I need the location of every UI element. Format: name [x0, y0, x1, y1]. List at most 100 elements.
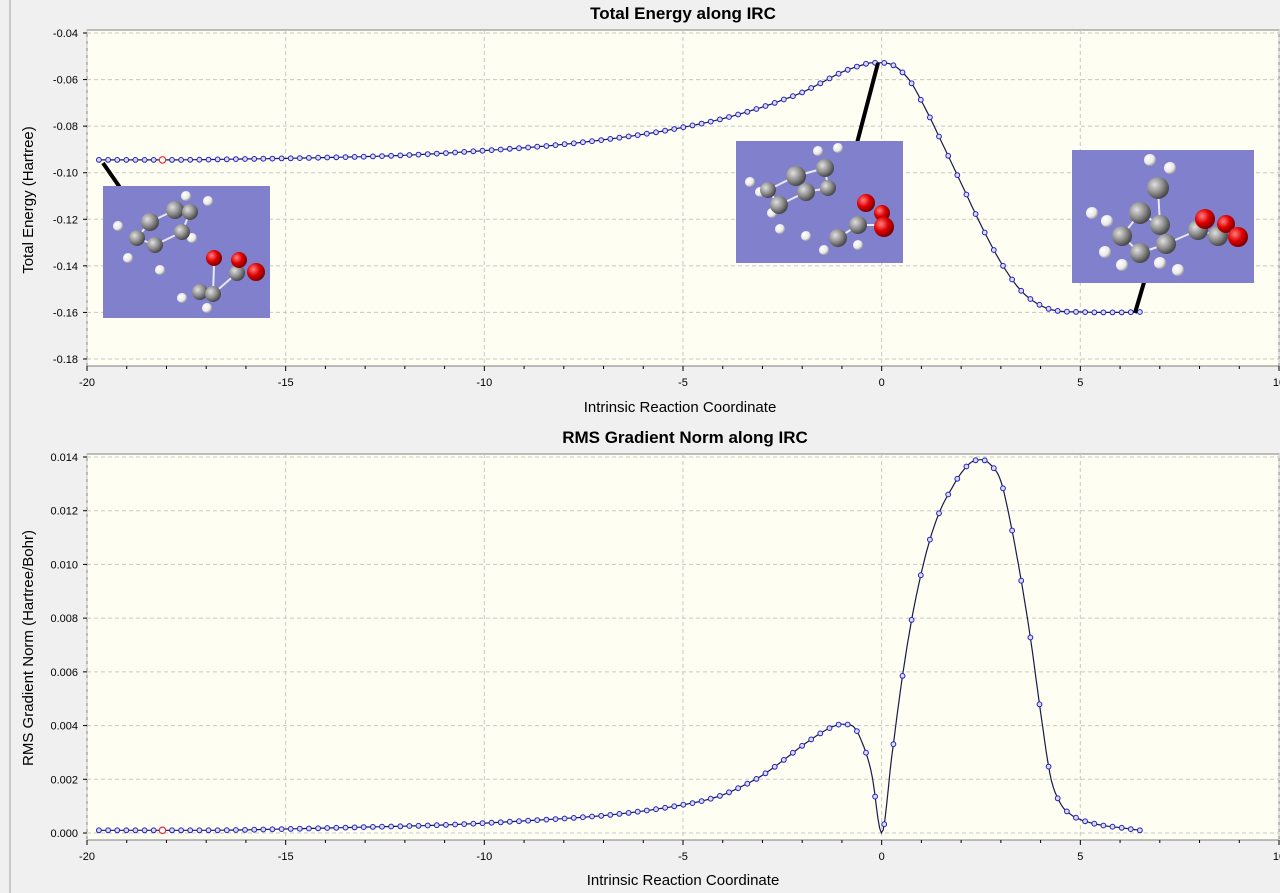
data-point[interactable] — [717, 116, 723, 123]
data-point[interactable] — [744, 108, 751, 115]
data-point[interactable] — [634, 808, 641, 815]
data-point[interactable] — [899, 673, 906, 679]
data-point[interactable] — [278, 826, 285, 832]
data-point[interactable] — [552, 816, 559, 822]
data-point[interactable] — [251, 156, 258, 162]
molecule-reactant-inset[interactable] — [101, 161, 270, 318]
data-point[interactable] — [488, 147, 495, 154]
data-point[interactable] — [616, 811, 623, 817]
data-point[interactable] — [306, 825, 312, 832]
data-point[interactable] — [351, 824, 358, 831]
data-point[interactable] — [1018, 287, 1025, 294]
data-point[interactable] — [653, 806, 659, 813]
data-point[interactable] — [351, 154, 358, 160]
data-point[interactable] — [1000, 262, 1006, 269]
data-point[interactable] — [150, 827, 157, 834]
data-point[interactable] — [150, 157, 157, 163]
data-point[interactable] — [854, 728, 860, 734]
data-point[interactable] — [790, 93, 796, 100]
data-point[interactable] — [1054, 308, 1061, 314]
data-point[interactable] — [917, 572, 924, 579]
data-point[interactable] — [1109, 309, 1116, 316]
data-point[interactable] — [1091, 309, 1098, 316]
data-point[interactable] — [981, 229, 988, 236]
data-point[interactable] — [945, 491, 952, 498]
data-point[interactable] — [570, 140, 577, 147]
data-point[interactable] — [388, 152, 395, 159]
data-point[interactable] — [552, 142, 559, 149]
data-point[interactable] — [580, 139, 586, 146]
data-point[interactable] — [543, 816, 550, 823]
data-point[interactable] — [296, 825, 303, 832]
data-point[interactable] — [214, 156, 221, 163]
data-point[interactable] — [936, 133, 942, 140]
data-point[interactable] — [296, 155, 303, 162]
data-point[interactable] — [671, 126, 678, 132]
data-point[interactable] — [698, 120, 705, 127]
data-point[interactable] — [324, 825, 331, 831]
data-point[interactable] — [780, 757, 787, 763]
data-point[interactable] — [141, 827, 148, 834]
data-point[interactable] — [589, 138, 595, 145]
data-point[interactable] — [169, 157, 175, 163]
data-point[interactable] — [178, 157, 185, 163]
data-point[interactable] — [269, 155, 276, 162]
data-point[interactable] — [625, 133, 632, 140]
data-point[interactable] — [1118, 824, 1125, 831]
data-point[interactable] — [698, 798, 705, 804]
data-point[interactable] — [242, 156, 248, 162]
data-point[interactable] — [360, 824, 367, 830]
data-point[interactable] — [415, 151, 422, 158]
data-point[interactable] — [662, 804, 668, 811]
data-point[interactable] — [1045, 305, 1052, 312]
data-point[interactable] — [908, 80, 915, 87]
data-point[interactable] — [1082, 309, 1088, 316]
data-point[interactable] — [680, 124, 687, 131]
data-point[interactable] — [1137, 827, 1143, 834]
data-point[interactable] — [1127, 826, 1134, 832]
data-point[interactable] — [1137, 309, 1143, 315]
data-point[interactable] — [762, 103, 769, 109]
data-point[interactable] — [251, 826, 258, 833]
data-point[interactable] — [1118, 309, 1125, 316]
data-point[interactable] — [625, 810, 632, 816]
data-point[interactable] — [826, 75, 833, 82]
data-point[interactable] — [680, 801, 687, 808]
data-point[interactable] — [954, 172, 961, 179]
data-point[interactable] — [315, 825, 322, 832]
data-point[interactable] — [287, 155, 294, 162]
data-point[interactable] — [963, 191, 970, 198]
data-point[interactable] — [132, 157, 139, 163]
data-point[interactable] — [735, 111, 741, 118]
data-point[interactable] — [370, 824, 376, 830]
data-point[interactable] — [607, 812, 614, 818]
data-point[interactable] — [780, 96, 787, 103]
total-energy-chart[interactable]: Total Energy along IRC -0.18-0.16-0.14-0… — [20, 4, 1280, 416]
data-point[interactable] — [96, 157, 102, 163]
data-point[interactable] — [260, 826, 267, 833]
data-point[interactable] — [443, 822, 449, 828]
data-point[interactable] — [1064, 808, 1070, 815]
data-point[interactable] — [105, 157, 111, 163]
energy-points[interactable] — [96, 59, 1143, 316]
data-point[interactable] — [881, 821, 888, 828]
data-point[interactable] — [835, 70, 842, 77]
data-point[interactable] — [817, 730, 824, 737]
data-point[interactable] — [817, 80, 824, 87]
data-point[interactable] — [379, 823, 385, 830]
data-point[interactable] — [1100, 822, 1107, 829]
data-point[interactable] — [753, 776, 760, 782]
selected-point-marker[interactable] — [158, 156, 167, 164]
data-point[interactable] — [863, 60, 869, 67]
data-point[interactable] — [735, 785, 741, 792]
data-point[interactable] — [1027, 296, 1034, 302]
molecule-transition-state-inset[interactable] — [736, 62, 903, 263]
data-point[interactable] — [242, 827, 248, 833]
data-point[interactable] — [954, 475, 961, 482]
data-point[interactable] — [525, 144, 531, 151]
data-point[interactable] — [269, 826, 276, 833]
data-point[interactable] — [497, 146, 504, 153]
data-point[interactable] — [132, 827, 139, 834]
data-point[interactable] — [1027, 634, 1034, 641]
data-point[interactable] — [917, 96, 924, 103]
